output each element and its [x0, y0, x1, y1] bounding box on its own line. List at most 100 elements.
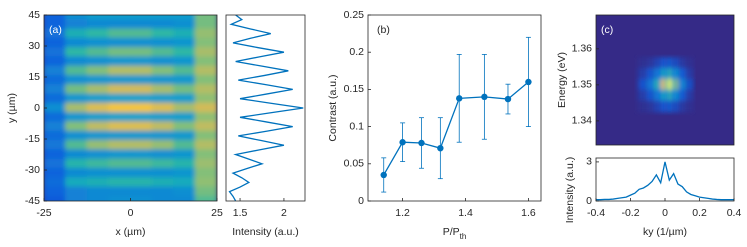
heatmap-cell: [130, 56, 153, 67]
heatmap-cell: [108, 15, 131, 21]
heatmap-cell: [674, 100, 680, 113]
heatmap-cell: [194, 140, 217, 151]
heatmap-cell: [636, 57, 642, 70]
heatmap-cell: [65, 140, 88, 151]
heatmap-cell: [108, 37, 131, 49]
heatmap-cell: [130, 149, 153, 160]
axes-frame: [595, 14, 735, 146]
heatmap-cell: [65, 37, 88, 49]
heatmap-cell: [44, 195, 67, 201]
point: [456, 95, 463, 102]
heatmap-cell: [86, 28, 110, 39]
y-tick-label: 0: [586, 195, 592, 207]
heatmap-cell: [86, 47, 110, 58]
heatmap-cell: [643, 78, 649, 91]
heatmap-cell: [194, 19, 217, 30]
heatmap-cell: [130, 121, 153, 132]
heatmap-cell: [44, 102, 67, 114]
heatmap-cell: [86, 186, 110, 197]
heatmap-cell: [151, 140, 175, 151]
heatmap-cell: [130, 28, 153, 39]
heatmap-cell: [86, 112, 110, 123]
heatmap-cell: [86, 149, 110, 160]
y-tick-label: 0: [34, 102, 40, 114]
point: [380, 171, 387, 179]
heatmap-cell: [671, 100, 676, 113]
heatmap-cell: [108, 19, 131, 30]
heatmap-cell: [108, 74, 131, 86]
heatmap-cells: [636, 57, 694, 113]
heatmap-cell: [65, 177, 88, 188]
x-tick-label: 1.6: [521, 207, 536, 219]
heatmap-cell: [151, 15, 175, 21]
heatmap-cell: [650, 68, 656, 80]
point: [525, 78, 532, 86]
x-axis-label: x (µm): [116, 226, 146, 238]
heatmap-cell: [173, 149, 196, 160]
heatmap-cell: [173, 19, 196, 30]
heatmap-cell: [173, 15, 196, 21]
heatmap-cell: [194, 195, 217, 201]
heatmap-cell: [664, 89, 669, 102]
heatmap-cell: [671, 78, 676, 91]
x-tick-label: 0: [128, 207, 134, 219]
heatmap-cell: [650, 89, 656, 102]
heatmap-cell: [65, 47, 88, 58]
point: [481, 93, 488, 101]
heatmap-cell: [86, 84, 110, 95]
heatmap-cell: [108, 28, 131, 39]
y-tick-label: 1.34: [572, 115, 593, 127]
heatmap-cell: [661, 57, 666, 70]
heatmap-cell: [657, 57, 663, 70]
heatmap-cell: [86, 167, 110, 179]
heatmap-cell: [681, 68, 687, 80]
heatmap-cell: [65, 167, 88, 179]
x-tick-label: 0.2: [692, 207, 707, 219]
heatmap-cell: [636, 100, 642, 113]
x-tick-label: 25: [211, 207, 223, 219]
heatmap-cell: [650, 57, 656, 70]
heatmap-cell: [657, 100, 663, 113]
heatmap-cell: [108, 177, 131, 188]
heatmap-cell: [688, 78, 694, 91]
heatmap-cell: [108, 195, 131, 201]
heatmap-cell: [86, 15, 110, 21]
axes-frame: [367, 14, 542, 202]
heatmap-cell: [173, 158, 196, 169]
heatmap-cell: [685, 57, 690, 70]
heatmap-cells: [44, 15, 217, 201]
heatmap-cell: [657, 89, 663, 102]
heatmap-cell: [173, 167, 196, 179]
y-tick-label: 0: [358, 195, 364, 207]
heatmap-cell: [173, 195, 196, 201]
heatmap-cell: [65, 112, 88, 123]
heatmap-cell: [151, 158, 175, 169]
heatmap-cell: [108, 167, 131, 179]
heatmap-cell: [654, 78, 659, 91]
y-tick-label: 3: [586, 156, 592, 168]
y-axis-label: Contrast (a.u.): [327, 74, 339, 141]
heatmap-cell: [65, 195, 88, 201]
heatmap-cell: [130, 195, 153, 201]
x-tick-label: 0: [662, 207, 668, 219]
x-axis-label-text: P/P: [443, 226, 460, 238]
x-axis-label-text: ky (1/µm): [643, 226, 687, 238]
heatmap-cell: [678, 68, 683, 80]
y-tick-label: 0.1: [349, 120, 364, 132]
y-axis-label: Energy (eV): [556, 52, 568, 108]
heatmap-cell: [678, 78, 683, 91]
heatmap-cell: [685, 68, 690, 80]
heatmap-cell: [108, 186, 131, 197]
y-tick-label: 15: [28, 71, 40, 83]
heatmap-cell: [151, 102, 175, 114]
heatmap-cell: [173, 130, 196, 142]
heatmap-cell: [643, 57, 649, 70]
heatmap-cell: [130, 37, 153, 49]
heatmap-cell: [108, 93, 131, 104]
heatmap-cell: [65, 102, 88, 114]
heatmap-cell: [640, 57, 645, 70]
heatmap-cell: [173, 177, 196, 188]
heatmap-cell: [86, 102, 110, 114]
heatmap-cell: [654, 68, 659, 80]
